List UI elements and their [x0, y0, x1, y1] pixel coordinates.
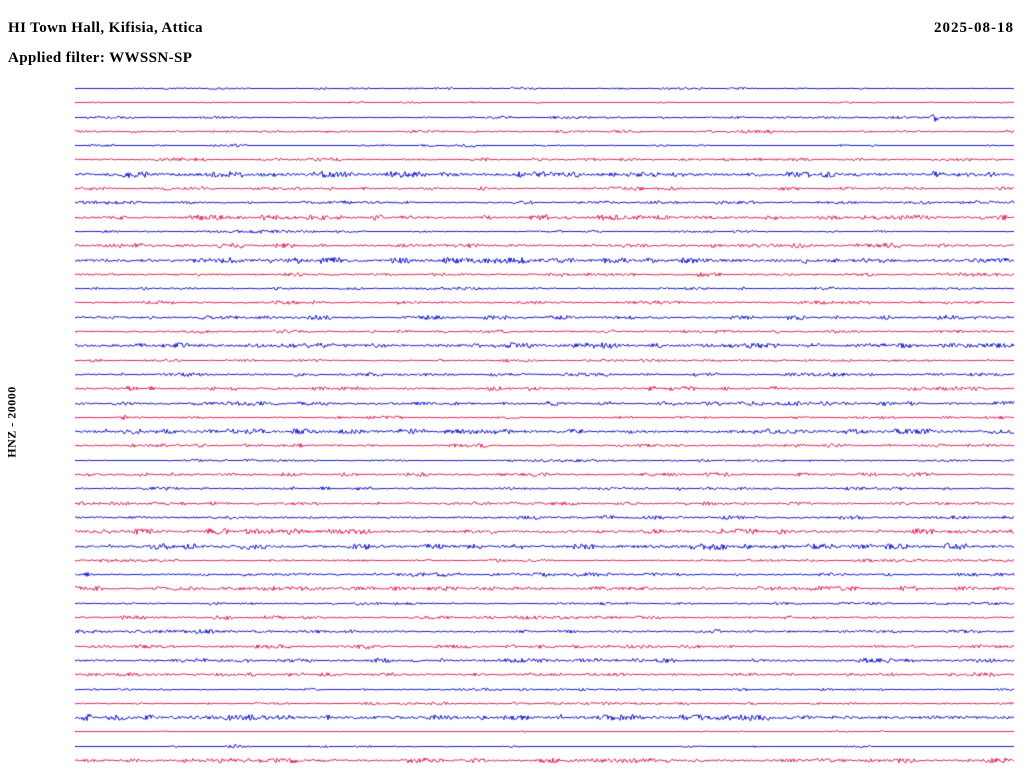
filter-label: Applied filter: WWSSN-SP — [8, 50, 193, 66]
station-title: HI Town Hall, Kifisia, Attica — [8, 20, 203, 36]
time-labels-column: 00:0000:3001:0001:3002:0002:3003:0003:30… — [0, 0, 70, 780]
seismogram-traces-canvas — [75, 81, 1015, 769]
date-label: 2025-08-18 — [934, 20, 1014, 36]
